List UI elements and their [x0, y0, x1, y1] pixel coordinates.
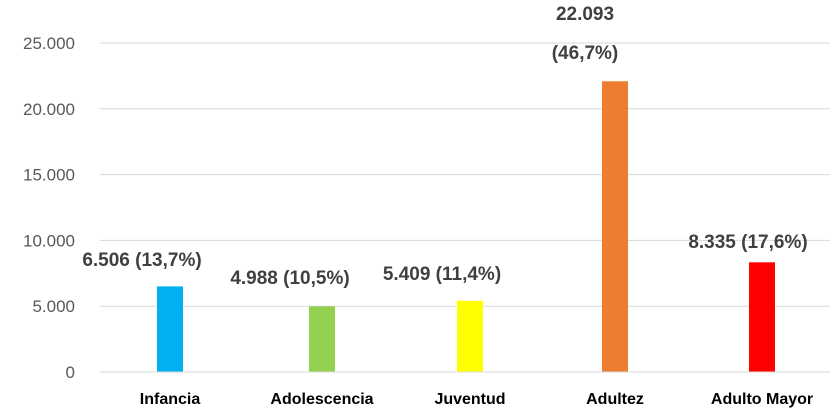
- bar-infancia: [157, 286, 183, 372]
- data-labels: 6.506 (13,7%) 4.988 (10,5%) 5.409 (11,4%) 2…: [82, 4, 807, 289]
- data-label: 6.506 (13,7%): [82, 250, 201, 271]
- x-tick-label: Adultez: [586, 391, 644, 408]
- y-tick-label: 5.000: [32, 297, 75, 316]
- y-tick-label: 10.000: [23, 231, 75, 250]
- data-label: (46,7%): [552, 43, 619, 64]
- y-tick-label: 15.000: [23, 166, 75, 185]
- x-tick-label: Juventud: [434, 391, 505, 408]
- bar-adultez: [602, 81, 628, 373]
- x-axis: Infancia Adolescencia Juventud Adultez Adult…: [100, 371, 830, 408]
- bars: [157, 81, 775, 373]
- data-label: 5.409 (11,4%): [383, 264, 501, 285]
- x-tick-label: Adolescencia: [270, 391, 373, 408]
- x-tick-label: Infancia: [140, 391, 201, 408]
- y-tick-label: 0: [66, 363, 75, 382]
- x-tick-label: Adulto Mayor: [711, 391, 813, 408]
- y-tick-label: 25.000: [23, 34, 75, 53]
- data-label: 22.093: [556, 4, 614, 25]
- bar-juventud: [457, 300, 483, 372]
- y-tick-label: 20.000: [23, 100, 75, 119]
- data-label: 8.335 (17,6%): [688, 232, 807, 253]
- bar-adulto-mayor: [749, 262, 775, 372]
- bar-adolescencia: [309, 306, 335, 372]
- y-axis: 0 5.000 10.000 15.000 20.000 25.000: [23, 34, 75, 382]
- data-label: 4.988 (10,5%): [230, 268, 349, 289]
